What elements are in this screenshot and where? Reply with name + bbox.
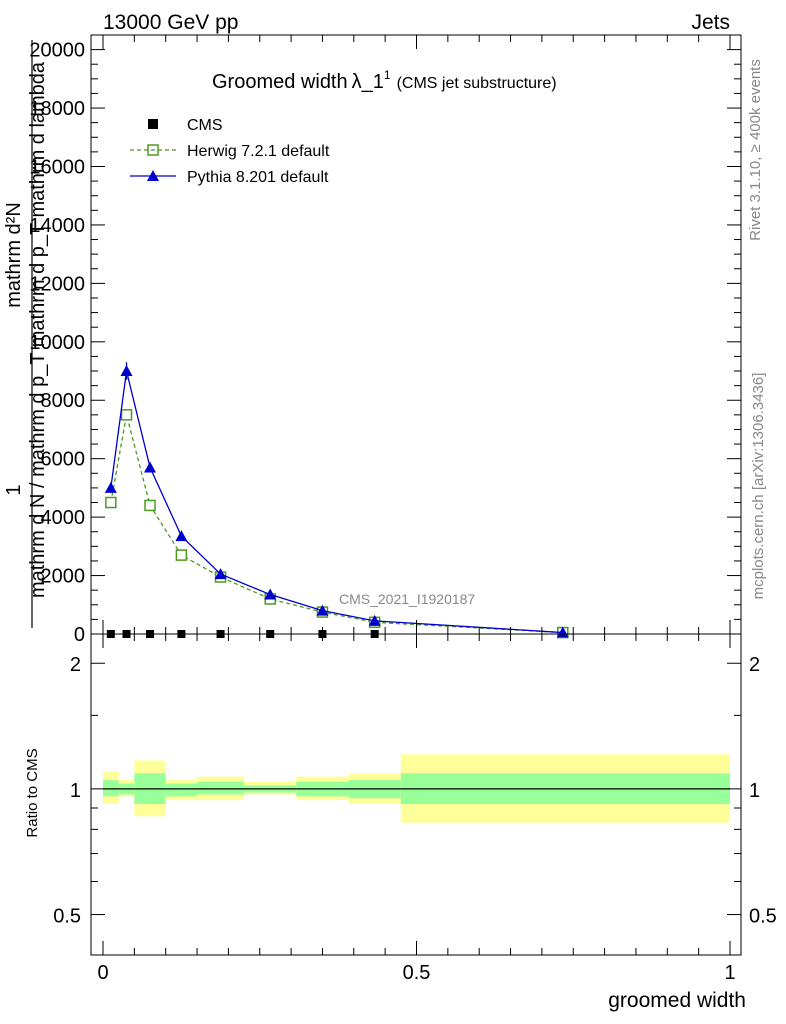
series-line-1 bbox=[110, 414, 563, 634]
data-point-pythia bbox=[264, 588, 277, 600]
legend-label-cms: CMS bbox=[187, 117, 223, 134]
main-ytick-label: 14000 bbox=[29, 215, 85, 237]
ratio-bands bbox=[103, 754, 730, 823]
legend-label-pythia: Pythia 8.201 default bbox=[187, 169, 329, 186]
legend-marker-cms bbox=[148, 119, 158, 129]
main-ylabel: mathrm d²N 1 mathrm d N / mathrm d p_T m… bbox=[3, 40, 49, 628]
ratio-ylabel: Ratio to CMS bbox=[24, 748, 41, 837]
data-point-herwig bbox=[175, 549, 188, 561]
data-point-pythia bbox=[104, 481, 117, 493]
side-text-rivet: Rivet 3.1.10, ≥ 400k events bbox=[747, 59, 764, 241]
main-ytick-label: 8000 bbox=[41, 390, 86, 412]
title-superscript: 1 bbox=[384, 68, 391, 82]
x-axis-label: groomed width bbox=[608, 989, 746, 1012]
main-ytick-label: 20000 bbox=[29, 40, 85, 62]
ratio-band-inner bbox=[103, 780, 119, 797]
ylabel-line-3: mathrm d N / mathrm d p_T mathrm d p_T m… bbox=[27, 61, 49, 598]
title-main: Groomed width bbox=[212, 71, 348, 93]
ratio-xtick-label: 0 bbox=[97, 962, 108, 984]
header-right: Jets bbox=[691, 11, 730, 34]
main-ytick-label: 2000 bbox=[41, 566, 86, 588]
main-ytick-label: 0 bbox=[74, 624, 85, 646]
data-point-herwig bbox=[120, 409, 133, 421]
legend: CMS Herwig 7.2.1 default Pythia 8.201 de… bbox=[130, 117, 330, 186]
series-line-2 bbox=[110, 370, 563, 634]
header-left: 13000 GeV pp bbox=[103, 11, 238, 34]
data-point-herwig bbox=[105, 496, 117, 509]
ratio-ytick-label: 2 bbox=[70, 654, 81, 676]
legend-label-herwig: Herwig 7.2.1 default bbox=[187, 143, 330, 160]
title-subtitle: (CMS jet substructure) bbox=[397, 75, 557, 92]
ratio-band-inner bbox=[197, 781, 245, 795]
main-ytick-label: 12000 bbox=[29, 273, 85, 295]
title-symbol: λ_1 bbox=[352, 71, 384, 93]
analysis-watermark: CMS_2021_I1920187 bbox=[339, 591, 475, 607]
data-point-pythia bbox=[214, 568, 227, 580]
main-ytick-label: 16000 bbox=[29, 156, 85, 178]
ratio-xtick-label: 0.5 bbox=[403, 962, 431, 984]
main-series-layer bbox=[104, 362, 569, 639]
main-ytick-label: 4000 bbox=[41, 507, 86, 529]
ratio-xtick-label: 1 bbox=[724, 962, 735, 984]
ylabel-line-2: 1 bbox=[3, 484, 25, 495]
data-point-pythia bbox=[175, 530, 188, 542]
data-point-pythia bbox=[556, 626, 569, 638]
ylabel-line-1: mathrm d²N bbox=[3, 202, 25, 308]
ratio-ytick-label-right: 0.5 bbox=[749, 906, 777, 928]
data-point-pythia bbox=[316, 604, 329, 616]
plot-title: Groomed width λ_11 (CMS jet substructure) bbox=[212, 68, 557, 93]
main-ytick-label: 10000 bbox=[29, 332, 85, 354]
legend-marker-pythia bbox=[147, 170, 159, 181]
main-ytick-label: 6000 bbox=[41, 449, 86, 471]
data-point-pythia bbox=[144, 461, 157, 473]
legend-marker-herwig bbox=[147, 144, 159, 156]
ratio-band-inner bbox=[165, 783, 198, 797]
ratio-axes: 0.5 0.5 1 1 2 2 0 0.5 1 bbox=[53, 633, 777, 984]
ratio-ytick-label: 0.5 bbox=[53, 906, 81, 928]
side-text-mcplots: mcplots.cern.ch [arXiv:1306.3436] bbox=[750, 373, 767, 600]
ratio-ytick-label: 1 bbox=[70, 780, 81, 802]
ratio-ytick-label-right: 2 bbox=[749, 654, 760, 676]
data-point-pythia bbox=[368, 614, 381, 626]
data-point-herwig bbox=[144, 499, 156, 512]
ratio-ytick-label-right: 1 bbox=[749, 780, 760, 802]
main-ytick-label: 18000 bbox=[29, 98, 85, 120]
main-axes: 0 2000 4000 6000 8000 10000 12000 14000 16000 180… bbox=[29, 34, 742, 646]
